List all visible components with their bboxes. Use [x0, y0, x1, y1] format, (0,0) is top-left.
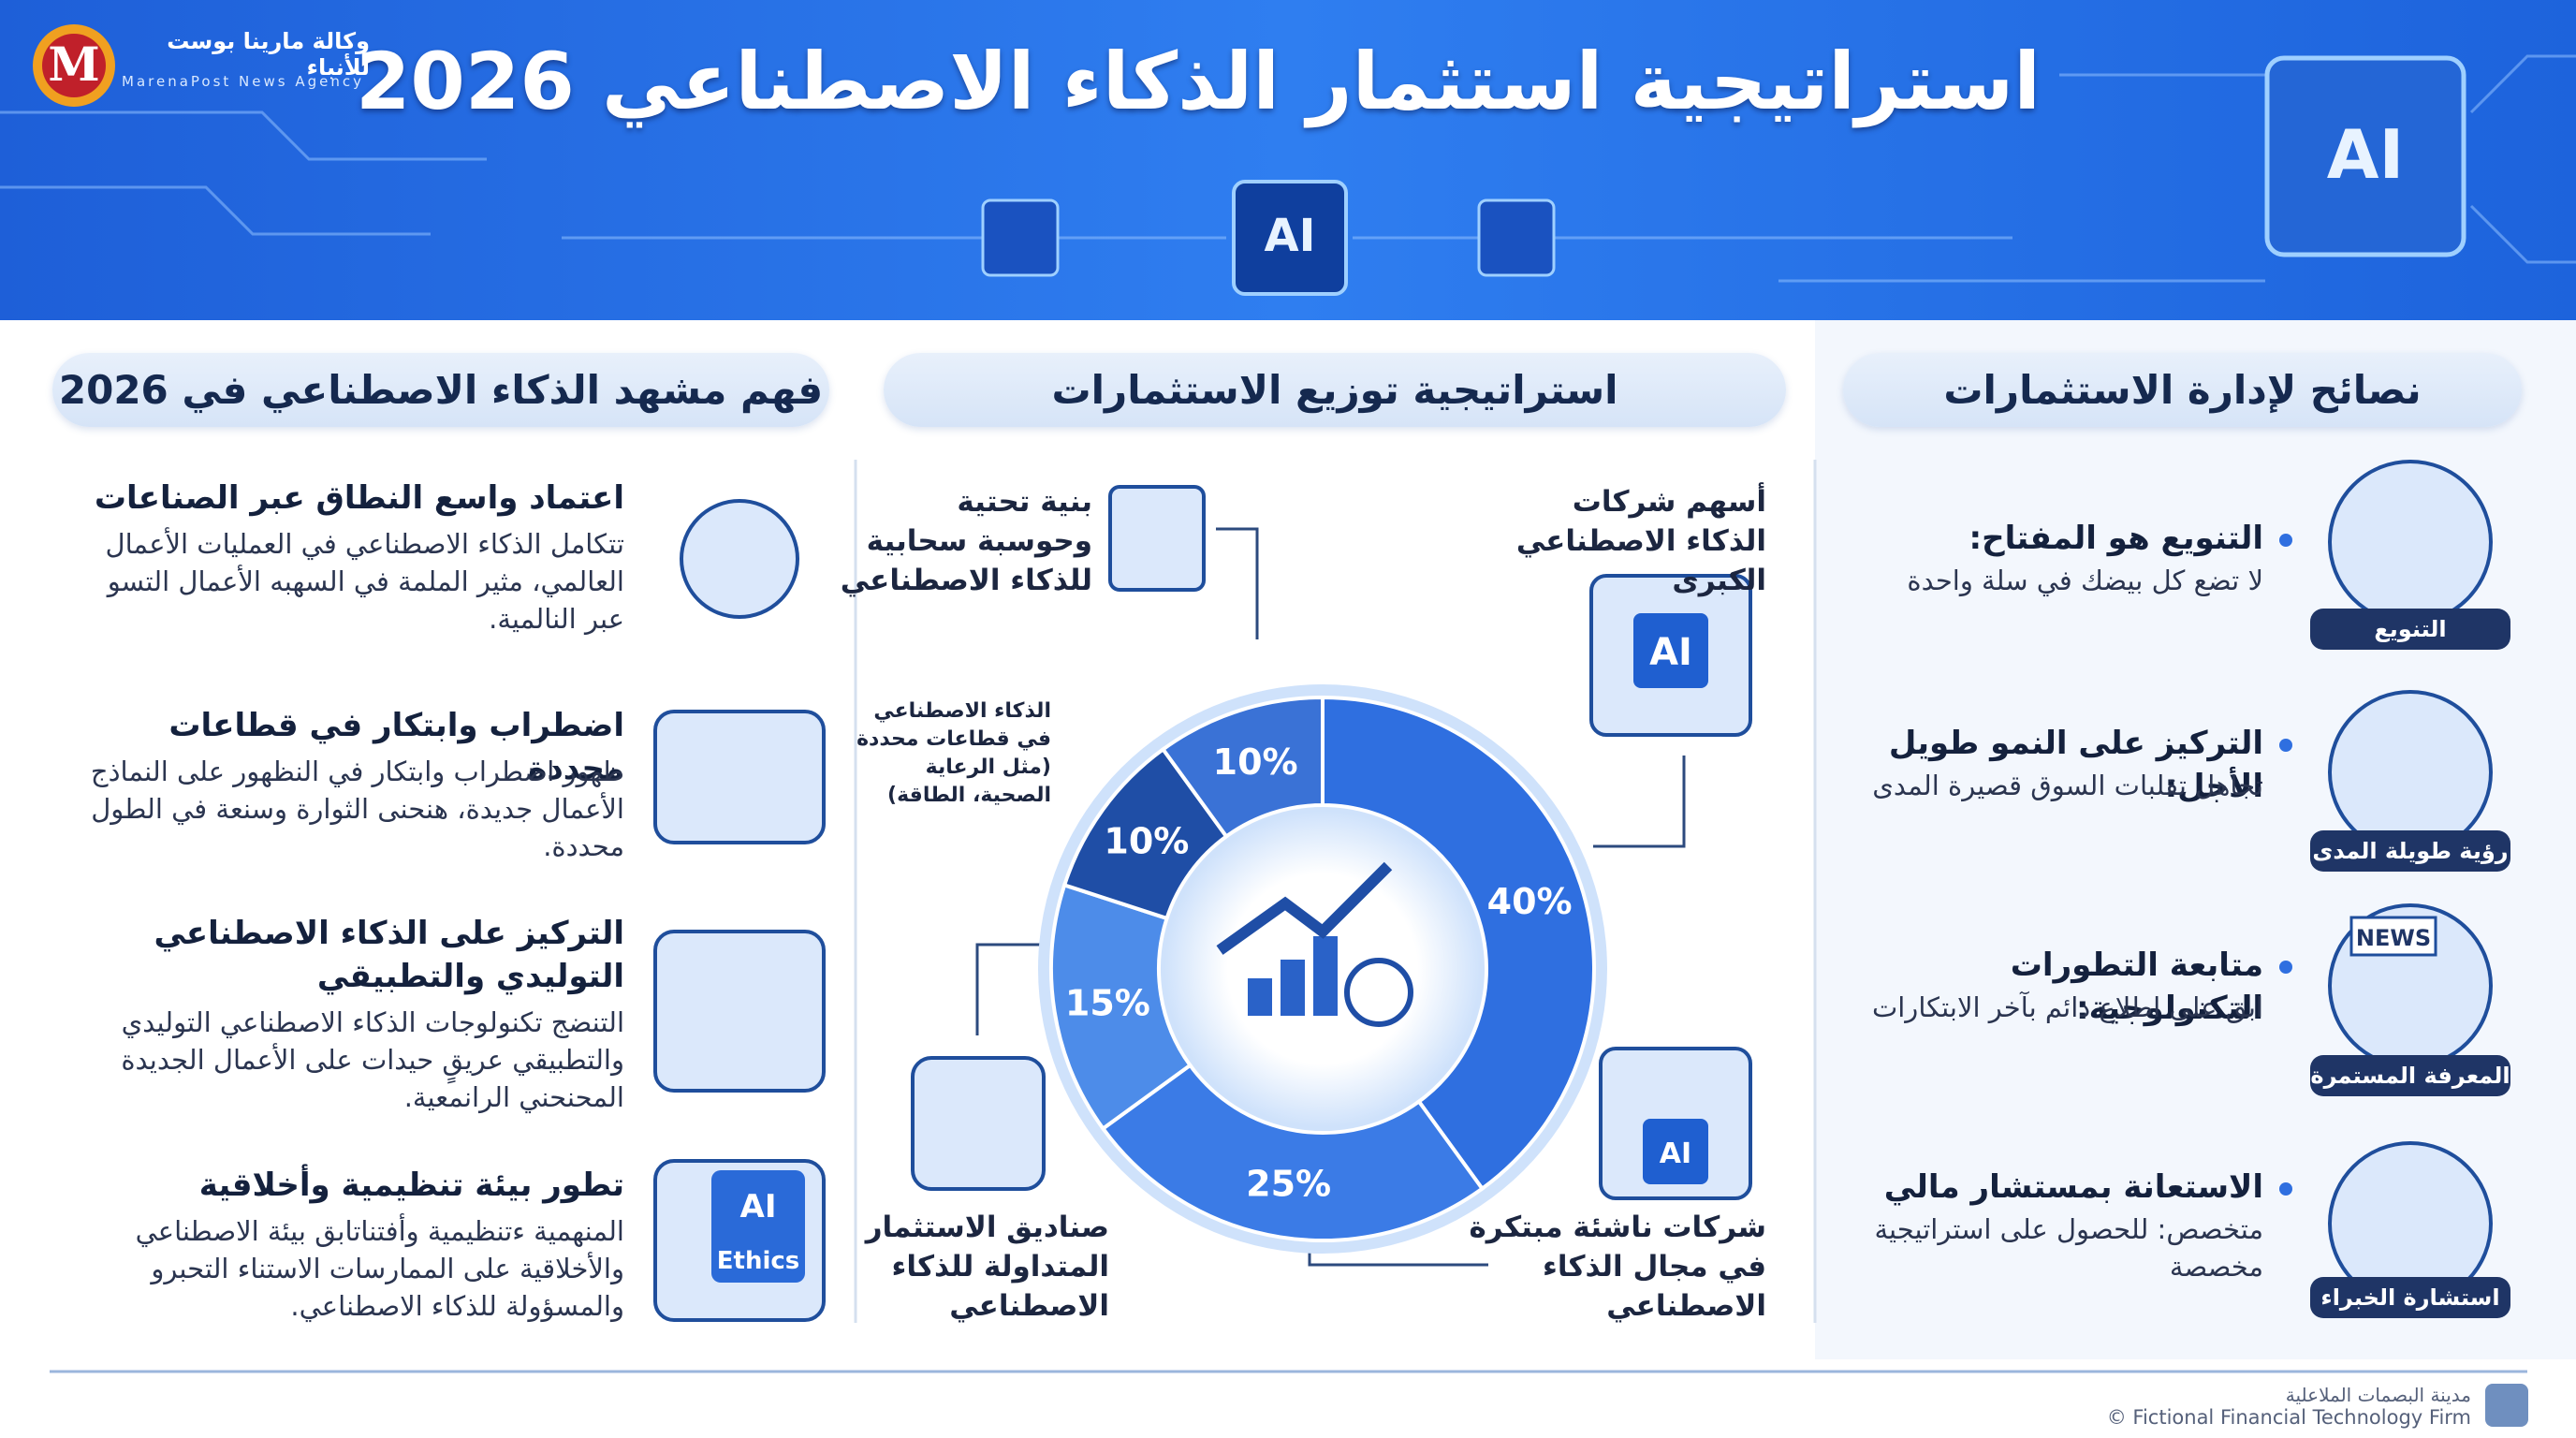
icon-arrow — [1216, 861, 1393, 955]
right-heading: نصائح لإدارة الاستثمارات — [1843, 353, 2522, 427]
value-label: 40% — [1487, 881, 1573, 922]
left-heading: فهم مشهد الذكاء الاصطناعي في 2026 — [52, 353, 829, 427]
left-item-title: اضطراب وابتكار في قطاعات محددة — [168, 707, 624, 787]
chip-label: AI — [2327, 115, 2405, 194]
tip-badge: استشارة الخبراء — [2310, 1277, 2510, 1318]
left-item-text: التنضج تكنولوجات الذكاء الاصطناعي التولي… — [121, 1006, 624, 1113]
category-label: صناديق الاستثمار المتداولة للذكاء الاصطن… — [865, 1211, 1109, 1323]
tip-title: الاستعانة بمستشار مالي — [1883, 1168, 2263, 1206]
ai-label: AI — [1660, 1137, 1691, 1170]
icon-coin — [1344, 958, 1413, 1027]
tip-title: التنويع هو المفتاح: — [1969, 520, 2263, 557]
tip-bullet — [2279, 961, 2292, 974]
separators — [50, 460, 2527, 1373]
tip-text: لا تضع كل بيضك في سلة واحدة — [1907, 565, 2263, 596]
donut-segment — [1100, 1063, 1486, 1242]
title: استراتيجية استثمار الذكاء الاصطناعي 2026 — [355, 36, 2042, 127]
circuit-lines — [0, 54, 2576, 283]
icon-bar — [1313, 936, 1338, 1016]
ethics-label: Ethics — [717, 1247, 800, 1275]
tip-bullet — [2279, 739, 2292, 752]
tip-badge: المعرفة المستمرة — [2310, 1055, 2510, 1096]
footer-icon — [2485, 1384, 2528, 1427]
chip-label: AI — [1264, 210, 1315, 262]
left-item-text: تتكامل الذكاء الاصطناعي في العمليات الأع… — [105, 528, 624, 635]
tip-badge: رؤية طويلة المدى — [2310, 830, 2510, 872]
tip-title: متابعة التطورات التكنولوجية: — [2010, 946, 2263, 1027]
logo-en: MarenaPost News Agency — [122, 73, 364, 90]
value-label: 10% — [1213, 741, 1298, 783]
tip-bullet — [2279, 534, 2292, 547]
value-label: 25% — [1246, 1164, 1331, 1205]
tip-title: التركيز على النمو طويل الأجل: — [1888, 725, 2263, 805]
value-label: 15% — [1065, 982, 1150, 1023]
ai-label: AI — [740, 1188, 777, 1225]
tip-bullet — [2279, 1182, 2292, 1196]
donut-segment — [1321, 695, 1596, 1192]
donut-segment — [1049, 882, 1193, 1132]
tip-text: ابق على اطلاع دائم بآخر الابتكارات — [1871, 991, 2263, 1023]
center-icon — [1216, 861, 1413, 1027]
icon-bar — [1281, 960, 1305, 1016]
tip-text: متخصص: للحصول على استراتيجية مخصصة — [1874, 1213, 2263, 1283]
logo-ar: وكالة مارينا بوست للأنباء — [167, 28, 370, 81]
footer-ar: مدينة البصمات الملاعلية — [2285, 1384, 2471, 1406]
donut-segment — [1160, 695, 1325, 840]
ai-label: AI — [1649, 631, 1692, 674]
left-item-title: تطور بيئة تنظيمية وأخلاقية — [198, 1167, 624, 1204]
category-label: الذكاء الاصطناعي في قطاعات محددة (مثل ال… — [856, 699, 1051, 807]
value-label: 10% — [1104, 820, 1189, 861]
tip-badge: التنويع — [2310, 609, 2510, 650]
left-item-title: التركيز على الذكاء الاصطناعي التوليدي وا… — [154, 915, 624, 995]
icons — [653, 460, 2493, 1322]
tip-text: تجاهل تقلبات السوق قصيرة المدى — [1872, 770, 2263, 801]
category-label: بنية تحتية وحوسبة سحابية للذكاء الاصطناع… — [840, 485, 1092, 597]
left-item-text: المنهمية ءتنظيمية وأفتناتابق بيئة الاصطن… — [135, 1215, 624, 1322]
header-chips — [981, 55, 2466, 296]
category-label: أسهم شركات الذكاء الاصطناعي الكبرى — [1515, 485, 1766, 597]
left-item-text: ظهور اضطراب وابتكار في النظهور على النما… — [90, 756, 624, 862]
logo — [33, 24, 115, 107]
left-item-title: اعتماد واسع النطاق عبر الصناعات — [94, 479, 624, 517]
logo-mark: M — [48, 37, 99, 92]
footer-en: © Fictional Financial Technology Firm — [2106, 1406, 2471, 1429]
category-label: شركات ناشئة مبتكرة في مجال الذكاء الاصطن… — [1469, 1211, 1766, 1323]
news-label: NEWS — [2356, 925, 2431, 951]
icon-bar — [1248, 978, 1272, 1016]
middle-heading: استراتيجية توزيع الاستثمارات — [884, 353, 1786, 427]
